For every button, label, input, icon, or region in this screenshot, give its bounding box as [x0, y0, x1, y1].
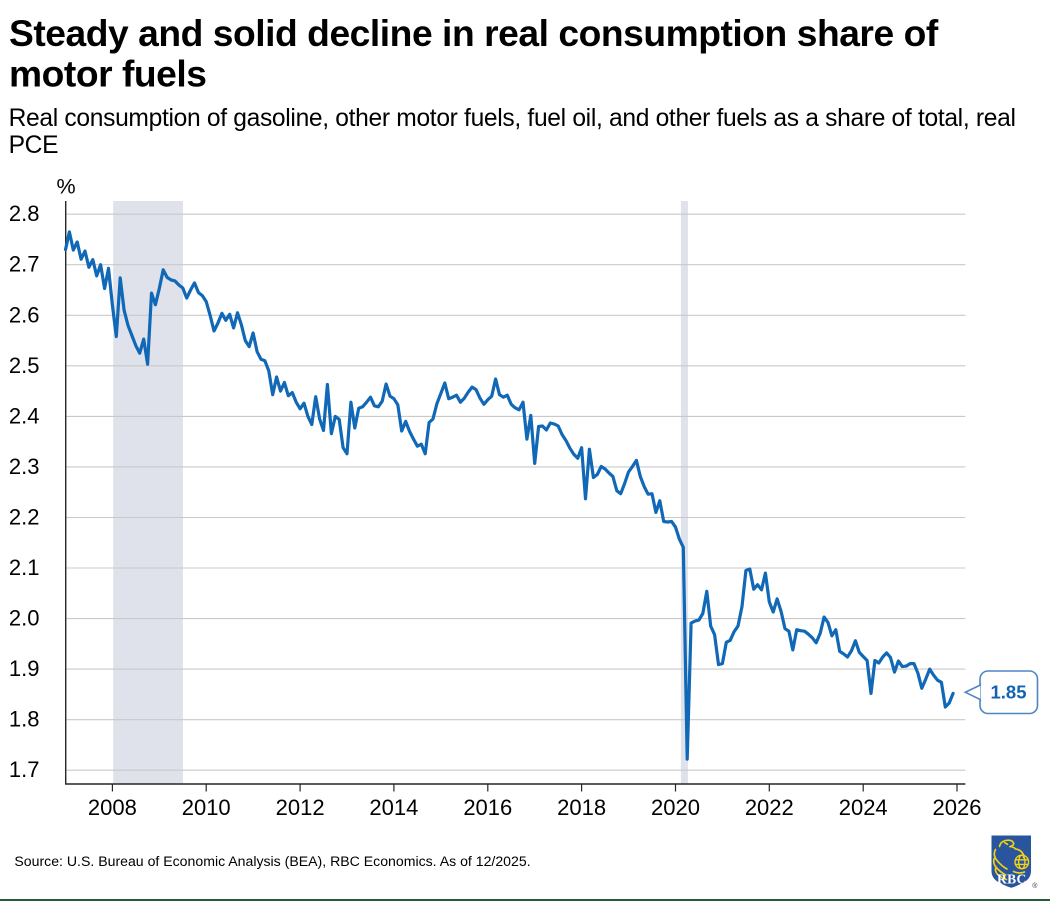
svg-text:2008: 2008 [88, 795, 137, 820]
svg-text:2.8: 2.8 [9, 201, 40, 226]
svg-text:motor fuels: motor fuels [9, 52, 207, 94]
svg-text:1.85: 1.85 [990, 682, 1026, 703]
svg-text:2.7: 2.7 [9, 252, 40, 277]
svg-text:%: % [56, 174, 75, 198]
svg-text:1.8: 1.8 [9, 707, 40, 732]
svg-text:1.9: 1.9 [9, 656, 40, 681]
svg-text:®: ® [1032, 882, 1038, 890]
svg-text:2.0: 2.0 [9, 606, 40, 631]
svg-text:PCE: PCE [9, 132, 59, 159]
svg-text:2026: 2026 [933, 795, 982, 820]
svg-text:2012: 2012 [276, 795, 325, 820]
svg-text:2.1: 2.1 [9, 555, 40, 580]
svg-text:2.6: 2.6 [9, 302, 40, 327]
svg-text:2.5: 2.5 [9, 353, 40, 378]
svg-text:2024: 2024 [839, 795, 888, 820]
svg-text:2020: 2020 [651, 795, 700, 820]
svg-text:2.4: 2.4 [9, 403, 40, 428]
svg-text:2.3: 2.3 [9, 454, 40, 479]
svg-text:RBC: RBC [997, 871, 1027, 886]
svg-text:2018: 2018 [557, 795, 606, 820]
svg-text:2014: 2014 [369, 795, 418, 820]
svg-text:Source: U.S. Bureau of Economi: Source: U.S. Bureau of Economic Analysis… [14, 853, 530, 869]
svg-text:2016: 2016 [463, 795, 512, 820]
svg-text:Real consumption of gasoline,: Real consumption of gasoline, other moto… [9, 105, 1016, 132]
svg-text:1.7: 1.7 [9, 757, 40, 782]
svg-text:2.2: 2.2 [9, 505, 40, 530]
svg-text:2010: 2010 [182, 795, 231, 820]
svg-text:2022: 2022 [745, 795, 794, 820]
svg-text:Steady and solid decline in re: Steady and solid decline in real consump… [9, 12, 939, 54]
